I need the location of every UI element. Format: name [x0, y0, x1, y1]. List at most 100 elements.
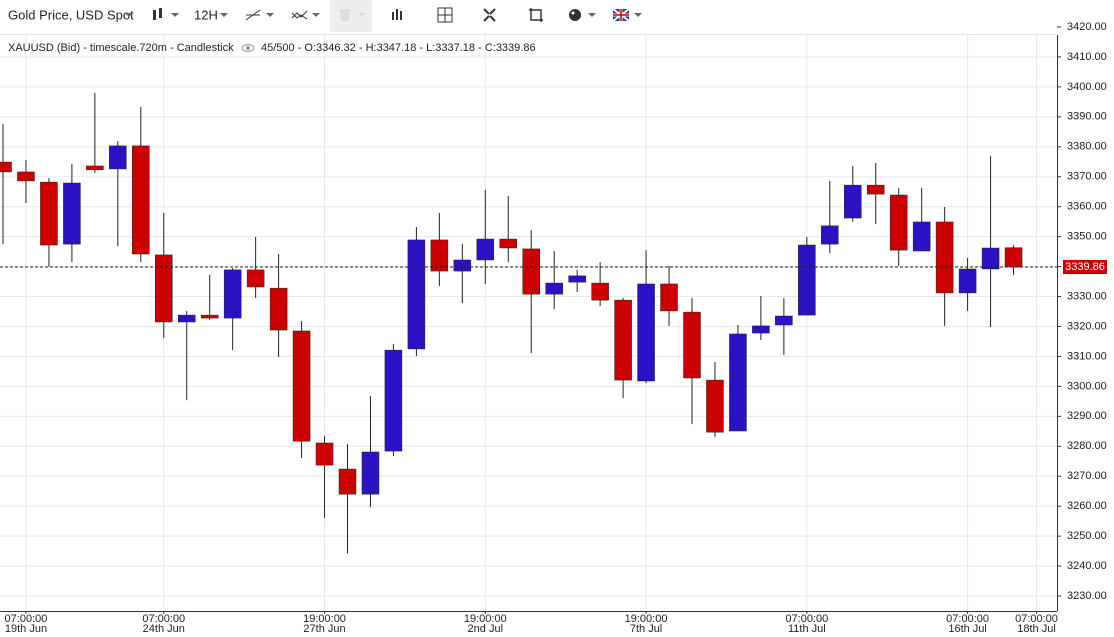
candle-body [499, 238, 518, 249]
x-tick-label: 07:00:00 [785, 613, 828, 625]
y-tick-label: 3410.00 [1067, 51, 1107, 63]
plot-area [0, 0, 1057, 611]
y-tick-label: 3420.00 [1067, 21, 1107, 33]
x-tick-label: 24th Jun [143, 623, 185, 632]
candle-body [568, 275, 586, 283]
toolbar-bg [0, 0, 1114, 34]
indicators-button[interactable] [291, 10, 320, 20]
y-tick-label: 3240.00 [1067, 560, 1107, 572]
candle-body [821, 225, 839, 245]
candle-body [981, 247, 1000, 270]
series-info: XAUUSD (Bid) - timescale.720m - Candlest… [8, 42, 234, 54]
candle-body [155, 254, 173, 323]
x-tick-label: 19:00:00 [303, 613, 346, 625]
x-tick-label: 19:00:00 [464, 613, 507, 625]
chart-type-button[interactable] [153, 8, 179, 20]
candle-body [866, 184, 885, 195]
candle-body [844, 184, 862, 219]
candle-body [384, 349, 403, 452]
candle-body [246, 269, 265, 288]
y-tick-label: 3260.00 [1067, 500, 1107, 512]
fullscreen-button[interactable] [483, 8, 496, 22]
disabled-button [330, 0, 372, 32]
candle-body [40, 181, 58, 246]
candle-body [935, 221, 954, 294]
candle-body [17, 171, 35, 182]
ohlc-info: 45/500 - O:3346.32 - H:3347.18 - L:3337.… [261, 42, 536, 54]
x-tick-label: 07:00:00 [5, 613, 48, 625]
candle-body [683, 311, 701, 379]
y-tick-label: 3390.00 [1067, 111, 1107, 123]
candle-body [132, 145, 150, 255]
dropdown-arrow [125, 13, 133, 17]
x-tick-label: 27th Jun [303, 623, 345, 632]
y-tick-label: 3270.00 [1067, 470, 1107, 482]
y-tick-label: 3320.00 [1067, 320, 1107, 332]
candle-body [223, 269, 242, 319]
x-tick-label: 2nd Jul [468, 623, 503, 632]
language-button[interactable] [612, 8, 642, 22]
y-tick-label: 3330.00 [1067, 290, 1107, 302]
y-tick-label: 3310.00 [1067, 350, 1107, 362]
candle-body [637, 283, 655, 382]
candle-body [958, 268, 977, 294]
visibility-toggle[interactable] [241, 44, 255, 52]
candle-body [453, 259, 472, 272]
candle-body [775, 315, 793, 326]
candle-body [86, 165, 104, 171]
x-tick-label: 18th Jul [1017, 623, 1056, 632]
crop-button[interactable] [529, 8, 543, 22]
candle-body [614, 299, 632, 381]
y-tick-label: 3360.00 [1067, 201, 1107, 213]
x-tick-label: 7th Jul [630, 623, 662, 632]
candle-body [338, 468, 357, 495]
y-tick-label: 3230.00 [1067, 590, 1107, 602]
y-tick-label: 3290.00 [1067, 410, 1107, 422]
y-tick-label: 3380.00 [1067, 141, 1107, 153]
plot-bg [0, 0, 1057, 611]
candle-body [292, 330, 311, 442]
candle-body [0, 161, 12, 173]
y-tick-label: 3280.00 [1067, 440, 1107, 452]
candle-body [660, 283, 678, 312]
x-tick-label: 07:00:00 [142, 613, 185, 625]
y-tick-label: 3400.00 [1067, 81, 1107, 93]
disabled-icon [340, 9, 366, 21]
y-tick-label: 3350.00 [1067, 231, 1107, 243]
y-tick-label: 3250.00 [1067, 530, 1107, 542]
x-tick-label: 19:00:00 [625, 613, 668, 625]
candle-body [1004, 247, 1023, 268]
candle-body [798, 244, 816, 316]
candle-body [109, 145, 127, 170]
theme-button[interactable] [569, 9, 596, 21]
candle-body [430, 239, 449, 272]
x-tick-label: 16th Jul [948, 623, 987, 632]
candle-body [315, 442, 334, 466]
instrument-select[interactable]: Gold Price, USD Spot [8, 7, 134, 22]
candle-body [545, 282, 563, 295]
candle-body [407, 239, 426, 350]
dropdown-arrow [220, 13, 228, 17]
candle-body [200, 314, 219, 319]
candle-body [269, 287, 288, 331]
candle-body [522, 248, 540, 295]
candle-body [729, 333, 747, 432]
toolbar: Gold Price, USD Spot 12H [8, 0, 642, 32]
layout-button[interactable] [437, 7, 453, 23]
x-tick-label: 07:00:00 [1015, 613, 1058, 625]
candle-body [177, 314, 196, 323]
drawing-tools-button[interactable] [245, 9, 274, 21]
last-price-label: 3339.86 [1065, 261, 1105, 273]
volume-button[interactable] [392, 9, 402, 20]
y-tick-label: 3300.00 [1067, 380, 1107, 392]
candle-body [889, 194, 908, 251]
timeframe-select[interactable]: 12H [194, 7, 218, 22]
y-tick-label: 3370.00 [1067, 171, 1107, 183]
candle-body [912, 221, 931, 252]
x-tick-label: 07:00:00 [946, 613, 989, 625]
candle-body [63, 182, 81, 245]
x-tick-label: 19th Jun [5, 623, 47, 632]
candle-body [752, 325, 770, 334]
candle-body [476, 238, 495, 261]
